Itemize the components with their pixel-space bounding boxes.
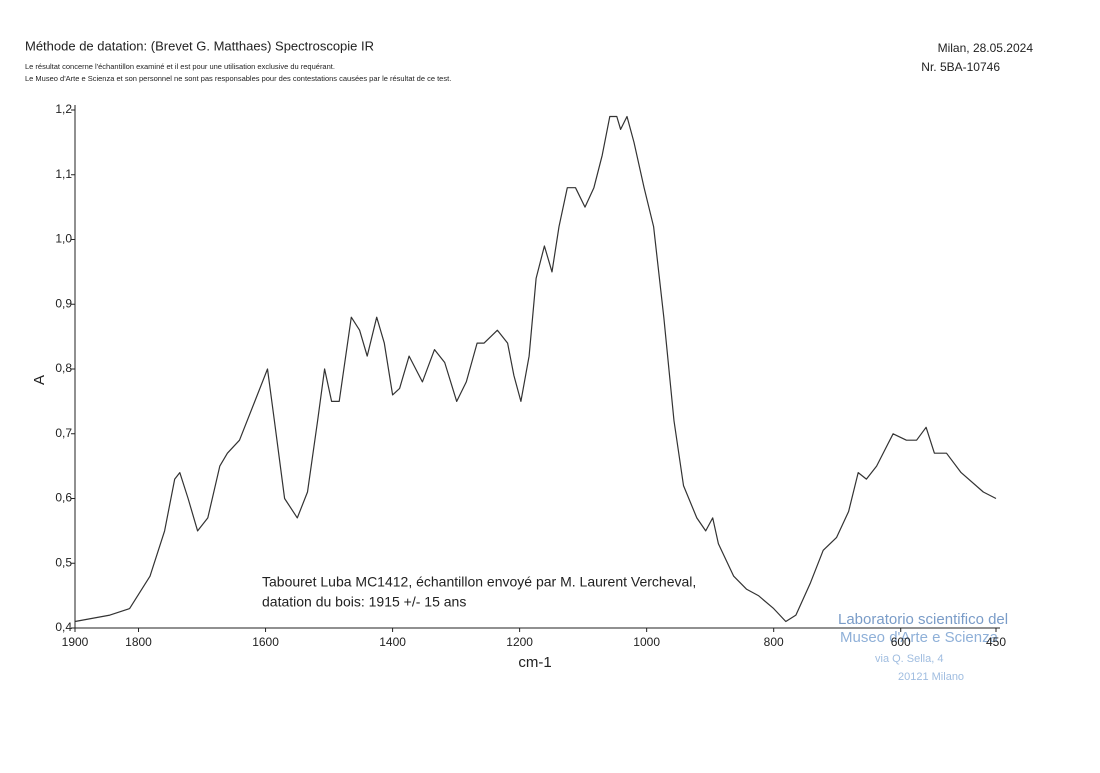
y-tick-label: 0,7	[55, 426, 72, 440]
note: Le Museo d'Arte e Scienza et son personn…	[25, 74, 451, 83]
note: Le résultat concerne l'échantillon exami…	[25, 62, 335, 71]
y-tick-label: 0,9	[55, 296, 72, 310]
x-tick-label: 600	[891, 635, 911, 649]
x-tick-label: 1400	[379, 635, 406, 649]
doc-title: Méthode de datation: (Brevet G. Matthaes…	[25, 38, 374, 53]
x-tick-label: 1000	[633, 635, 660, 649]
y-tick-label: 1,0	[55, 232, 72, 246]
stamp-line: Laboratorio scientifico del	[838, 611, 1008, 628]
x-tick-label: 1200	[506, 635, 533, 649]
x-tick-label: 800	[764, 635, 784, 649]
stamp-line: 20121 Milano	[898, 671, 964, 683]
y-tick-label: 0,8	[55, 361, 72, 375]
stamp-line: via Q. Sella, 4	[875, 653, 943, 665]
y-tick-label: 0,5	[55, 555, 72, 569]
y-tick-label: 0,4	[55, 620, 72, 634]
y-tick-label: 0,6	[55, 491, 72, 505]
annotation: Tabouret Luba MC1412, échantillon envoyé…	[262, 574, 696, 590]
doc-number: Nr. 5BA-10746	[921, 60, 1000, 74]
stamp: Laboratorio scientifico del Museo d'Arte…	[838, 611, 1008, 683]
x-tick-label: 450	[986, 635, 1006, 649]
stamp-line: Museo d'Arte e Scienza	[840, 629, 999, 646]
x-tick-label: 1600	[252, 635, 279, 649]
x-tick-label: 1800	[125, 635, 152, 649]
place-date: Milan, 28.05.2024	[938, 41, 1034, 55]
y-tick-label: 1,2	[55, 102, 72, 116]
y-tick-label: 1,1	[55, 167, 72, 181]
x-tick-label: 1900	[62, 635, 89, 649]
y-axis-label: A	[31, 375, 48, 385]
annotation: datation du bois: 1915 +/- 15 ans	[262, 594, 466, 610]
x-axis-label: cm-1	[518, 654, 551, 671]
spectrum-line	[74, 115, 997, 623]
